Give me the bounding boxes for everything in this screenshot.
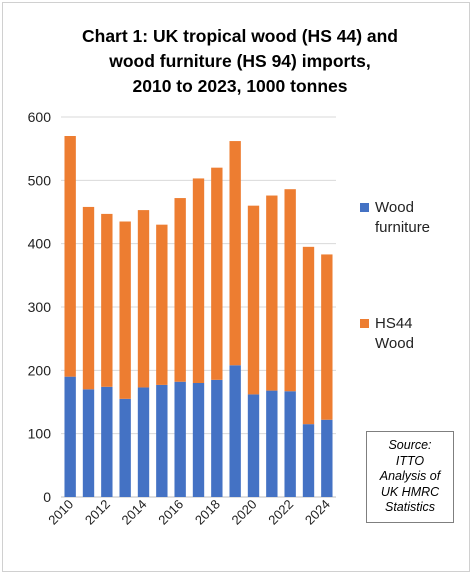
bar-hs44-wood-2019 xyxy=(229,141,241,366)
chart-title-line-1: Chart 1: UK tropical wood (HS 44) and xyxy=(82,26,398,46)
chart-title-line-3: 2010 to 2023, 1000 tonnes xyxy=(132,76,348,96)
x-tick-label-2014: 2014 xyxy=(119,497,150,528)
bar-hs44-wood-2018 xyxy=(211,167,223,380)
bar-wood-furniture-2017 xyxy=(192,383,205,497)
bar-wood-furniture-2013 xyxy=(119,398,131,497)
source-line-1: Source: xyxy=(388,438,432,453)
y-tick-label-600: 600 xyxy=(28,109,52,125)
y-tick-label-400: 400 xyxy=(28,236,52,252)
bar-wood-furniture-2012 xyxy=(101,386,113,497)
x-tick-label-2018: 2018 xyxy=(192,497,223,528)
legend-label-hs44-wood: HS44 Wood xyxy=(375,315,414,352)
x-tick-label-2020: 2020 xyxy=(229,497,260,528)
bar-hs44-wood-2022 xyxy=(284,189,296,392)
bar-hs44-wood-2015 xyxy=(156,224,168,385)
y-tick-label-300: 300 xyxy=(28,299,52,315)
bar-hs44-wood-2014 xyxy=(137,210,150,388)
source-line-3: Analysis of xyxy=(379,469,441,484)
y-tick-label-100: 100 xyxy=(28,426,52,442)
bar-hs44-wood-2016 xyxy=(174,198,186,382)
y-tick-label-500: 500 xyxy=(28,172,52,188)
x-tick-label-2012: 2012 xyxy=(82,497,113,528)
bar-hs44-wood-2023 xyxy=(302,246,315,425)
bar-wood-furniture-2011 xyxy=(82,389,95,497)
bar-hs44-wood-2011 xyxy=(82,206,95,390)
legend-item-hs44-wood: HS44 Wood xyxy=(360,314,414,354)
bar-hs44-wood-2012 xyxy=(101,213,113,387)
chart-title: Chart 1: UK tropical wood (HS 44) and wo… xyxy=(20,24,460,99)
bar-hs44-wood-2024 xyxy=(321,254,333,420)
bar-hs44-wood-2017 xyxy=(192,178,205,383)
bar-wood-furniture-2015 xyxy=(156,384,168,497)
legend-swatch-hs44-wood xyxy=(360,319,369,328)
bar-hs44-wood-2021 xyxy=(266,195,278,391)
bar-wood-furniture-2023 xyxy=(302,424,315,497)
source-line-2: ITTO xyxy=(395,453,425,468)
bar-hs44-wood-2013 xyxy=(119,221,131,399)
bar-hs44-wood-2010 xyxy=(64,136,76,377)
bar-wood-furniture-2020 xyxy=(247,394,260,497)
chart-title-line-2: wood furniture (HS 94) imports, xyxy=(109,51,371,71)
source-annotation: Source: ITTO Analysis of UK HMRC Statist… xyxy=(366,431,454,523)
source-line-4: UK HMRC xyxy=(380,484,440,499)
legend-label-wood-furniture: Wood furniture xyxy=(375,199,431,236)
legend-swatch-wood-furniture xyxy=(360,203,369,212)
bar-wood-furniture-2021 xyxy=(266,390,278,497)
legend-item-wood-furniture: Wood furniture xyxy=(360,198,430,238)
bar-wood-furniture-2018 xyxy=(211,379,223,497)
y-tick-label-200: 200 xyxy=(28,362,52,378)
x-tick-label-2016: 2016 xyxy=(155,497,186,528)
x-tick-label-2024: 2024 xyxy=(302,497,333,528)
bar-hs44-wood-2020 xyxy=(247,205,260,395)
bar-wood-furniture-2022 xyxy=(284,391,296,497)
bar-wood-furniture-2016 xyxy=(174,381,186,497)
bar-wood-furniture-2024 xyxy=(321,419,333,497)
x-tick-label-2022: 2022 xyxy=(265,497,296,528)
bar-wood-furniture-2019 xyxy=(229,365,241,497)
y-tick-label-0: 0 xyxy=(43,489,51,505)
bar-wood-furniture-2014 xyxy=(137,387,150,497)
source-line-5: Statistics xyxy=(384,500,435,515)
bar-wood-furniture-2010 xyxy=(64,376,76,497)
